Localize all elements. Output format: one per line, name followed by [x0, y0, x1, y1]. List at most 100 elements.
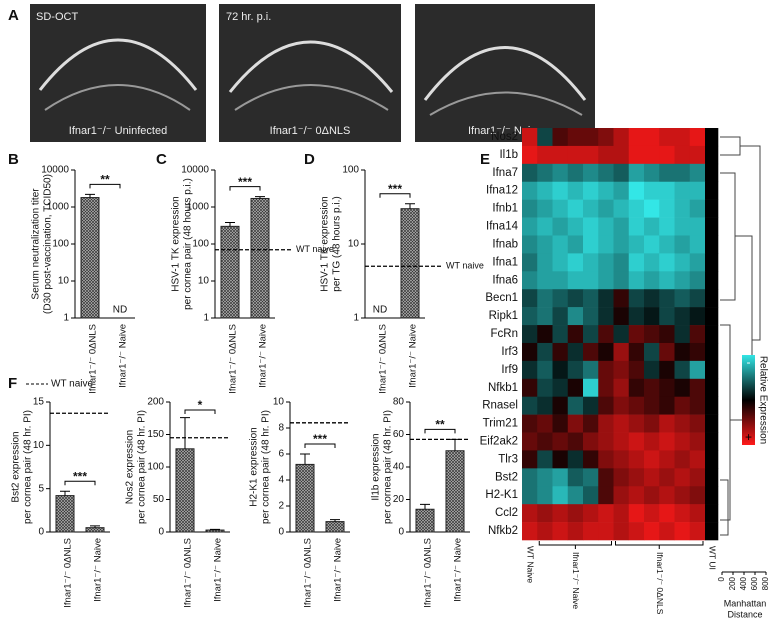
heatmap-cell	[583, 145, 599, 165]
heatmap-cell	[537, 396, 553, 415]
heatmap-cell	[705, 163, 719, 183]
heatmap-cell	[537, 486, 553, 505]
heatmap-cell	[613, 414, 630, 433]
heatmap-cell	[552, 163, 569, 183]
y-tick-label: 20	[393, 494, 405, 505]
error-bar	[60, 490, 70, 496]
heatmap-cell	[567, 486, 584, 505]
heatmap-cell	[659, 181, 675, 200]
heatmap-cell	[613, 217, 630, 236]
heatmap-cell	[522, 342, 538, 362]
y-tick-label: 1000	[47, 202, 70, 213]
heatmap-cell	[689, 253, 706, 272]
heatmap-cell	[659, 486, 675, 505]
heatmap-cell	[583, 163, 599, 183]
heatmap-cell	[705, 307, 719, 326]
y-tick-label: 5	[38, 483, 44, 494]
x-tick-label: Ifnar1⁻/⁻ 0ΔNLS	[228, 324, 239, 394]
x-axis-label: Distance	[727, 609, 762, 619]
row-label: Ifna12	[486, 185, 518, 197]
heatmap-cell	[522, 486, 538, 505]
y-axis-label: HSV-1 TK expression	[320, 196, 331, 291]
group-label: WT UI	[707, 546, 717, 570]
heatmap-cell	[674, 432, 691, 451]
heatmap-cell	[598, 342, 614, 362]
y-axis-label: (D30 post-vaccination, TCID50)	[43, 174, 54, 314]
heatmap-cell	[598, 217, 614, 236]
x-tick-label: Ifnar1⁻/⁻ 0ΔNLS	[88, 324, 99, 394]
heatmap-cell	[689, 414, 706, 433]
heatmap-cell	[583, 199, 599, 218]
heatmap-cell	[628, 163, 645, 183]
image-caption: Ifnar1⁻/⁻ 0ΔNLS	[270, 125, 351, 137]
y-tick-label: 6	[278, 449, 284, 460]
heatmap-cell	[567, 360, 584, 380]
heatmap-cell	[628, 432, 645, 451]
heatmap-cell	[583, 396, 599, 415]
x-tick-label: Ifnar1⁻/⁻ 0ΔNLS	[303, 538, 314, 608]
row-label: Nfkb2	[488, 525, 518, 537]
significance-label: *	[198, 398, 203, 412]
colorbar	[742, 355, 755, 445]
heatmap-cell	[552, 217, 569, 236]
heatmap-cell	[674, 253, 691, 272]
heatmap-cell	[705, 325, 719, 344]
row-label: Ifna7	[492, 167, 518, 179]
heatmap-cell	[598, 199, 614, 218]
y-tick-label: 2	[278, 501, 284, 512]
significance-label: ***	[73, 469, 87, 483]
heatmap-cell	[598, 450, 614, 469]
heatmap-cell	[628, 235, 645, 254]
heatmap-cell	[522, 163, 538, 183]
significance-label: ***	[313, 432, 327, 446]
row-label: Ifnab	[492, 238, 518, 250]
heatmap-cell	[613, 271, 630, 290]
row-label: Irf9	[501, 364, 518, 376]
heatmap-cell	[659, 342, 675, 362]
error-bar	[90, 525, 100, 528]
heatmap-cell	[552, 271, 569, 290]
heatmap-cell	[522, 289, 538, 308]
heatmap-cell	[674, 145, 691, 165]
dendrogram	[720, 136, 761, 536]
heatmap-cell	[567, 271, 584, 290]
row-label: Nos2	[491, 131, 518, 143]
heatmap-cell	[689, 181, 706, 200]
y-axis-label: per TG (48 hours p.i.)	[332, 196, 343, 291]
heatmap-cell	[537, 253, 553, 272]
heatmap-cell	[674, 235, 691, 254]
heatmap-cell	[522, 468, 538, 487]
image-label: SD-OCT	[36, 11, 78, 23]
heatmap-cell	[628, 468, 645, 487]
oct-images: SD-OCT 72 hr. p.i. Ifnar1⁻/⁻ Uninfected …	[30, 4, 595, 142]
heatmap-cell	[598, 504, 614, 523]
y-tick-label: 100	[342, 165, 359, 176]
heatmap-cell	[552, 128, 569, 147]
x-tick-label: Ifnar1⁻/⁻ 0ΔNLS	[63, 538, 74, 608]
heatmap-cell	[674, 199, 691, 218]
heatmap-cell	[613, 432, 630, 451]
x-tick-label: 600	[750, 576, 759, 590]
y-tick-label: 10000	[41, 165, 69, 176]
heatmap-cell	[644, 378, 660, 397]
heatmap-cell	[689, 289, 706, 308]
y-axis-label: Serum neutralization titer	[31, 188, 42, 300]
colorbar-label: Relative Expression	[757, 356, 768, 444]
error-bar	[210, 528, 220, 531]
y-tick-label: 0	[38, 527, 44, 538]
x-tick-label: 400	[739, 576, 748, 590]
heatmap-cell	[674, 342, 691, 362]
significance-bracket	[184, 409, 216, 414]
panel-label: E	[480, 151, 490, 168]
heatmap-cell	[537, 504, 553, 523]
oct-image	[219, 4, 401, 142]
heatmap-cell	[674, 396, 691, 415]
row-label: Rnasel	[482, 400, 518, 412]
heatmap-cell	[674, 307, 691, 326]
heatmap-cell	[522, 396, 538, 415]
heatmap-cell	[537, 128, 553, 147]
heatmap-cell	[583, 325, 599, 344]
heatmap-cell	[583, 181, 599, 200]
error-bar	[420, 503, 430, 510]
heatmap-cell	[644, 342, 660, 362]
